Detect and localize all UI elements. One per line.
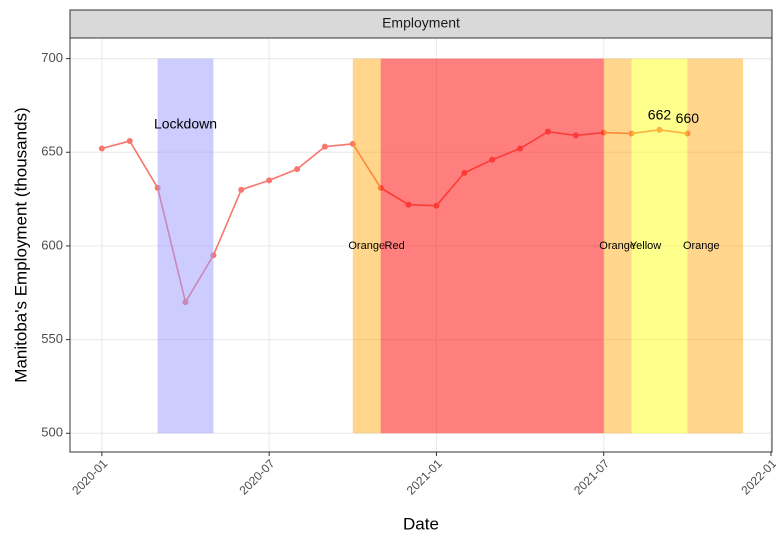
band (631, 58, 688, 434)
band (157, 58, 214, 434)
x-tick-label: 2020-07 (236, 456, 277, 497)
point (628, 130, 635, 137)
y-tick-label: 600 (41, 237, 63, 252)
x-tick-label: 2021-01 (404, 456, 445, 497)
band (687, 58, 744, 434)
point (321, 143, 328, 150)
band-label: Orange (683, 240, 720, 252)
band-label: Orange (599, 240, 636, 252)
x-tick-label: 2022-01 (738, 456, 776, 497)
point (126, 138, 133, 145)
point (684, 130, 691, 137)
band-label: Lockdown (154, 116, 217, 132)
y-tick-label: 650 (41, 144, 63, 159)
point (656, 126, 663, 133)
point (266, 177, 273, 184)
band-label: Red (385, 240, 405, 252)
point (349, 140, 356, 147)
x-tick-label: 2020-01 (69, 456, 110, 497)
data-label: 660 (676, 110, 700, 126)
y-axis-label: Manitoba's Employment (thousands) (11, 107, 30, 382)
data-label: 662 (648, 106, 672, 122)
band (380, 58, 604, 434)
point (98, 145, 105, 152)
y-tick-label: 550 (41, 331, 63, 346)
band-label: Yellow (630, 240, 661, 252)
point (294, 166, 301, 173)
point (238, 186, 245, 193)
x-tick-label: 2021-07 (571, 456, 612, 497)
chart-title: Employment (382, 15, 460, 31)
band-label: Orange (348, 240, 385, 252)
band (603, 58, 632, 434)
y-tick-label: 500 (41, 425, 63, 440)
y-tick-label: 700 (41, 50, 63, 65)
strip (69, 9, 773, 39)
panel-border (69, 37, 773, 453)
band (352, 58, 381, 434)
x-axis-label: Date (403, 514, 439, 533)
